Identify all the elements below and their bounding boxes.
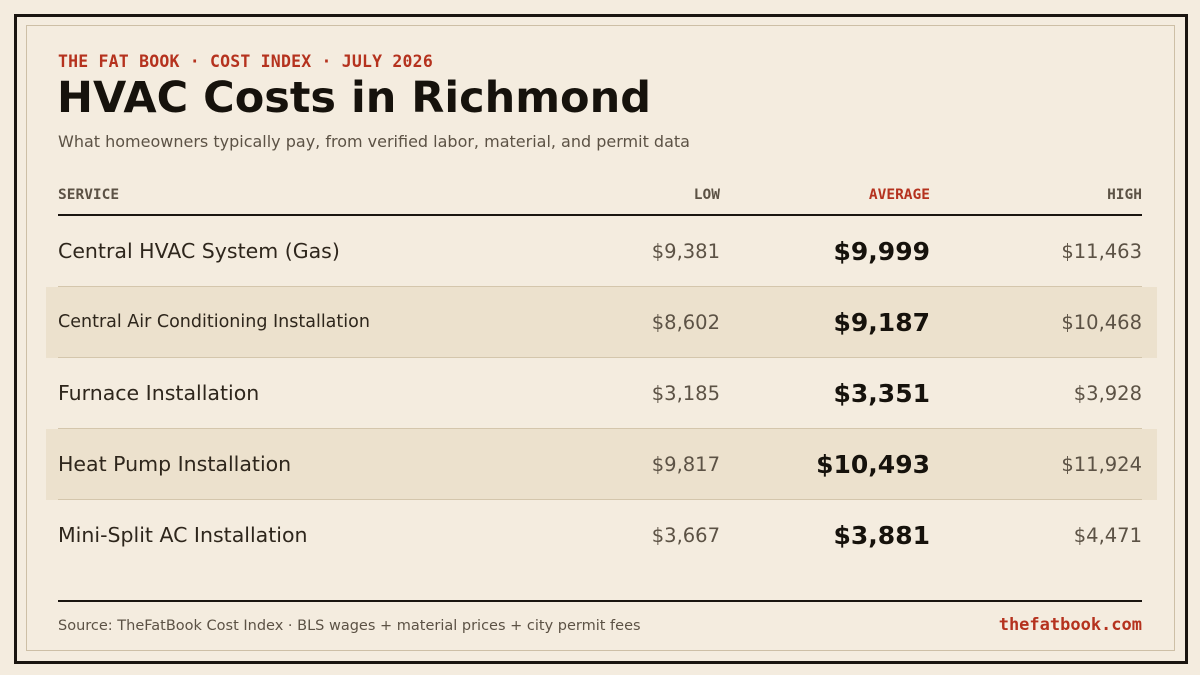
service-name: Mini-Split AC Installation xyxy=(58,523,308,547)
row-divider xyxy=(58,499,1142,500)
table-row: Central HVAC System (Gas) $9,381 $9,999 … xyxy=(0,216,1200,287)
table-row: Central Air Conditioning Installation $8… xyxy=(0,287,1200,358)
row-band xyxy=(46,429,1157,500)
table-row: Mini-Split AC Installation $3,667 $3,881… xyxy=(0,500,1200,571)
outer-frame xyxy=(14,14,1188,664)
service-name: Furnace Installation xyxy=(58,381,260,405)
site-link[interactable]: thefatbook.com xyxy=(998,615,1142,635)
page-subtitle: What homeowners typically pay, from veri… xyxy=(58,132,690,151)
source-note: Source: TheFatBook Cost Index · BLS wage… xyxy=(58,618,641,634)
low-cost: $3,185 xyxy=(651,382,720,405)
column-header-service: SERVICE xyxy=(58,187,120,203)
column-header-high: HIGH xyxy=(1107,187,1142,203)
high-cost: $11,924 xyxy=(1061,453,1142,476)
average-cost: $3,881 xyxy=(833,521,930,550)
low-cost: $9,817 xyxy=(651,453,720,476)
row-divider xyxy=(58,357,1142,358)
row-divider xyxy=(58,286,1142,287)
table-row: Heat Pump Installation $9,817 $10,493 $1… xyxy=(0,429,1200,500)
high-cost: $4,471 xyxy=(1073,524,1142,547)
footer-rule xyxy=(58,600,1142,602)
inner-frame xyxy=(26,25,1175,651)
low-cost: $3,667 xyxy=(651,524,720,547)
kicker-label: THE FAT BOOK · COST INDEX · JULY 2026 xyxy=(58,52,433,71)
page-title: HVAC Costs in Richmond xyxy=(57,73,651,123)
high-cost: $3,928 xyxy=(1073,382,1142,405)
average-cost: $9,187 xyxy=(833,308,930,337)
low-cost: $9,381 xyxy=(651,240,720,263)
high-cost: $10,468 xyxy=(1061,311,1142,334)
row-band xyxy=(46,287,1157,358)
row-divider xyxy=(58,428,1142,429)
average-cost: $10,493 xyxy=(816,450,930,479)
service-name: Central Air Conditioning Installation xyxy=(58,312,370,332)
low-cost: $8,602 xyxy=(651,311,720,334)
column-header-low: LOW xyxy=(693,187,720,203)
service-name: Central HVAC System (Gas) xyxy=(58,239,340,263)
high-cost: $11,463 xyxy=(1061,240,1142,263)
header-rule xyxy=(58,214,1142,216)
average-cost: $3,351 xyxy=(833,379,930,408)
average-cost: $9,999 xyxy=(833,237,930,266)
service-name: Heat Pump Installation xyxy=(58,452,292,476)
table-row: Furnace Installation $3,185 $3,351 $3,92… xyxy=(0,358,1200,429)
column-header-average: AVERAGE xyxy=(868,187,930,203)
